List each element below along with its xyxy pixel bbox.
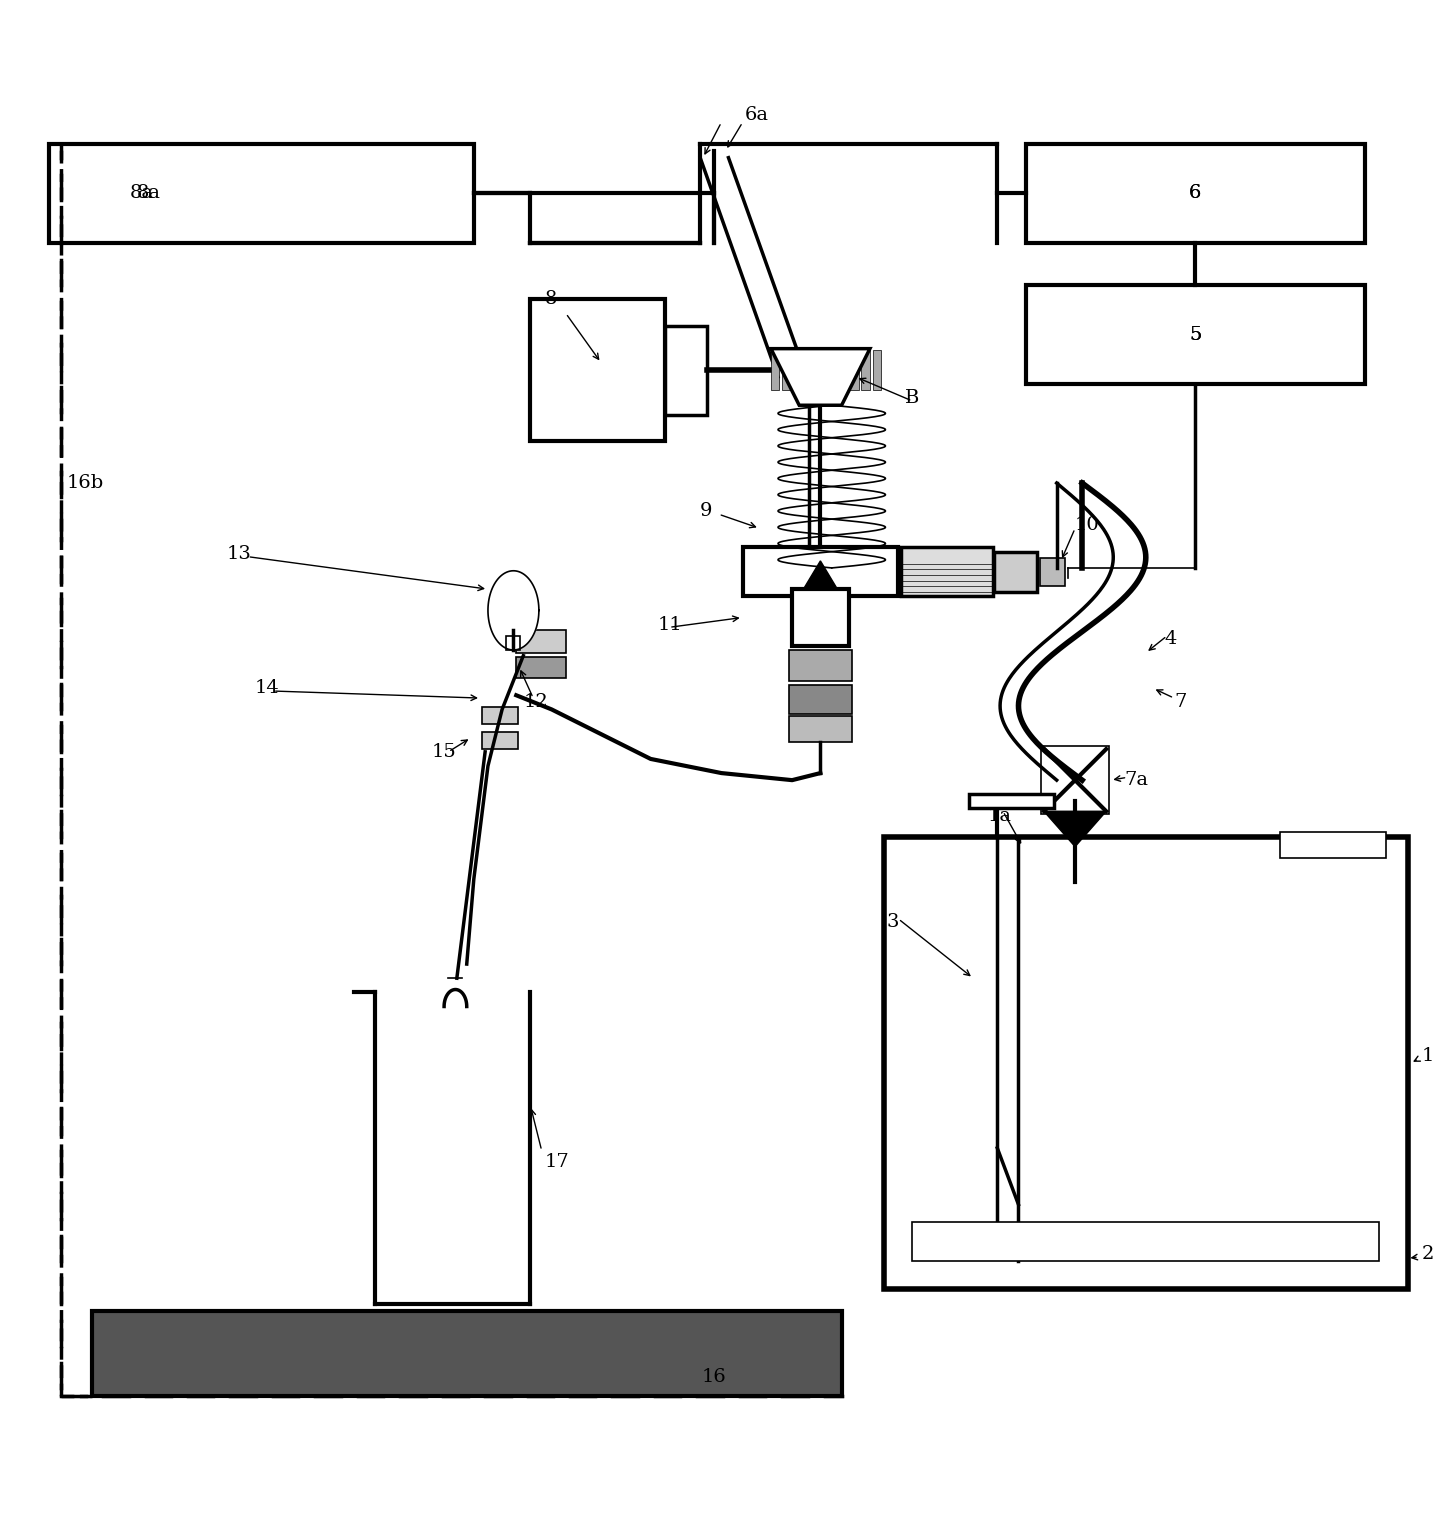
Bar	[483, 732, 517, 749]
Text: 17: 17	[545, 1154, 569, 1170]
Bar	[794, 351, 803, 389]
Bar	[1026, 144, 1365, 242]
Bar	[790, 717, 852, 741]
Bar	[901, 547, 993, 596]
Text: 5: 5	[1189, 325, 1202, 343]
Bar	[1280, 832, 1386, 858]
Bar	[827, 351, 836, 389]
Bar	[912, 1221, 1379, 1261]
Bar	[968, 794, 1053, 809]
Text: 12: 12	[523, 694, 548, 711]
Bar	[994, 553, 1038, 591]
Bar	[771, 351, 780, 389]
Bar	[1026, 285, 1365, 385]
Bar	[1040, 558, 1065, 587]
Text: B: B	[905, 389, 919, 408]
Bar	[790, 650, 852, 682]
Bar	[483, 706, 517, 723]
Bar	[839, 351, 847, 389]
Bar	[664, 326, 708, 415]
Text: 2: 2	[1422, 1246, 1434, 1262]
Bar	[873, 351, 882, 389]
Text: 15: 15	[431, 743, 457, 761]
Text: 11: 11	[657, 616, 683, 634]
Bar	[506, 636, 520, 650]
Polygon shape	[771, 349, 870, 406]
Text: 16b: 16b	[66, 473, 104, 492]
Text: 6a: 6a	[745, 106, 768, 124]
Text: 1a: 1a	[987, 806, 1012, 824]
Bar	[49, 144, 474, 242]
Text: 9: 9	[700, 502, 713, 521]
Bar	[806, 351, 813, 389]
Bar	[782, 351, 791, 389]
Text: 8: 8	[545, 290, 556, 308]
Bar	[516, 657, 566, 679]
Bar	[790, 685, 852, 714]
Bar	[816, 351, 824, 389]
Text: 7: 7	[1174, 694, 1186, 711]
Bar	[92, 1311, 842, 1396]
Bar	[1040, 746, 1110, 813]
Text: 7a: 7a	[1124, 771, 1148, 789]
Text: 4: 4	[1164, 630, 1176, 648]
Bar	[793, 590, 849, 647]
Text: 6: 6	[1189, 184, 1202, 202]
Bar	[516, 630, 566, 653]
Text: 8a: 8a	[137, 184, 160, 202]
Text: 14: 14	[255, 679, 280, 697]
Text: 16: 16	[702, 1368, 726, 1386]
Polygon shape	[1043, 812, 1107, 847]
Bar	[885, 836, 1408, 1290]
Text: 6: 6	[1189, 184, 1202, 202]
Bar	[850, 351, 859, 389]
Text: 5: 5	[1189, 325, 1202, 343]
Text: 1: 1	[1422, 1046, 1434, 1065]
Bar	[862, 351, 870, 389]
Text: 13: 13	[226, 545, 251, 562]
Bar	[742, 547, 898, 596]
Bar	[530, 299, 664, 441]
Text: 8a: 8a	[130, 184, 153, 202]
Polygon shape	[804, 561, 837, 590]
Polygon shape	[488, 571, 539, 650]
Text: 3: 3	[886, 913, 899, 930]
Text: 10: 10	[1075, 516, 1099, 535]
